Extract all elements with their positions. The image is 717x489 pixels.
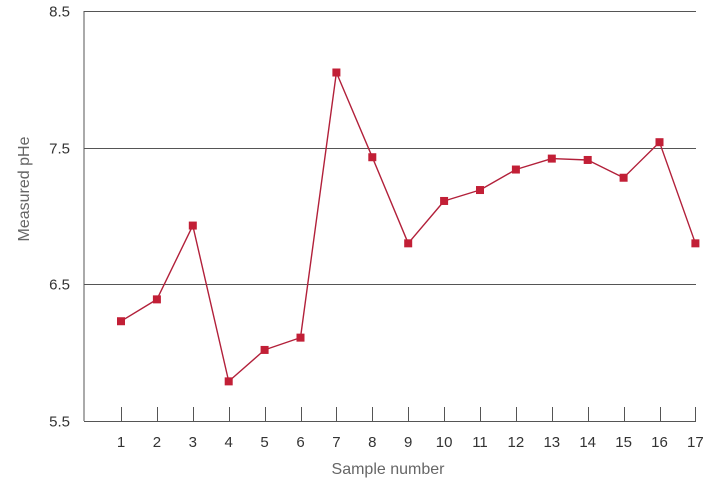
x-tick-label: 5 (260, 434, 268, 451)
data-point (655, 138, 664, 147)
x-tick-label: 1 (117, 434, 125, 451)
data-point (476, 186, 484, 195)
y-tick-label: 5.5 (49, 414, 70, 431)
x-tick-label: 9 (404, 434, 412, 451)
data-point (547, 154, 556, 163)
data-point (296, 333, 305, 342)
data-point (368, 153, 377, 162)
axis-layer: 5.56.57.58.51 2 3 4 5 6 7 8 9 10 11 12 13 14 15 16 17 (49, 4, 704, 452)
x-tick-label: 4 (225, 434, 233, 451)
x-tick-label: 11 (472, 434, 488, 451)
grid-layer (84, 11, 696, 422)
y-tick-label: 6.5 (49, 277, 70, 294)
data-point (332, 68, 341, 77)
x-tick-label: 8 (368, 434, 376, 451)
x-tick-label: 13 (543, 434, 560, 451)
data-point (117, 317, 125, 326)
data-point (511, 165, 520, 174)
x-tick-label: 12 (508, 434, 525, 451)
data-point (188, 221, 197, 230)
data-point (583, 155, 592, 164)
data-point (260, 345, 269, 354)
x-tick-label: 10 (436, 434, 453, 451)
data-point (691, 239, 700, 248)
data-point (619, 173, 628, 182)
data-point (224, 377, 233, 386)
data-point (152, 295, 161, 304)
x-tick-label: 14 (579, 434, 596, 451)
x-tick-label: 16 (651, 434, 668, 451)
x-tick-label: 2 (153, 434, 161, 451)
y-tick-label: 7.5 (49, 141, 70, 158)
x-tick-label: 3 (189, 434, 197, 451)
data-point (404, 239, 413, 248)
y-axis-title: Measured pHe (16, 136, 33, 241)
x-tick-label: 7 (332, 434, 340, 451)
series-layer (117, 68, 700, 386)
data-point (440, 196, 449, 205)
x-tick-label: 6 (296, 434, 304, 451)
series-line (120, 71, 697, 383)
x-axis-title: Sample number (332, 461, 446, 478)
y-tick-label: 8.5 (49, 4, 70, 21)
x-tick-label: 15 (615, 434, 632, 451)
x-tick-label: 17 (687, 434, 704, 451)
